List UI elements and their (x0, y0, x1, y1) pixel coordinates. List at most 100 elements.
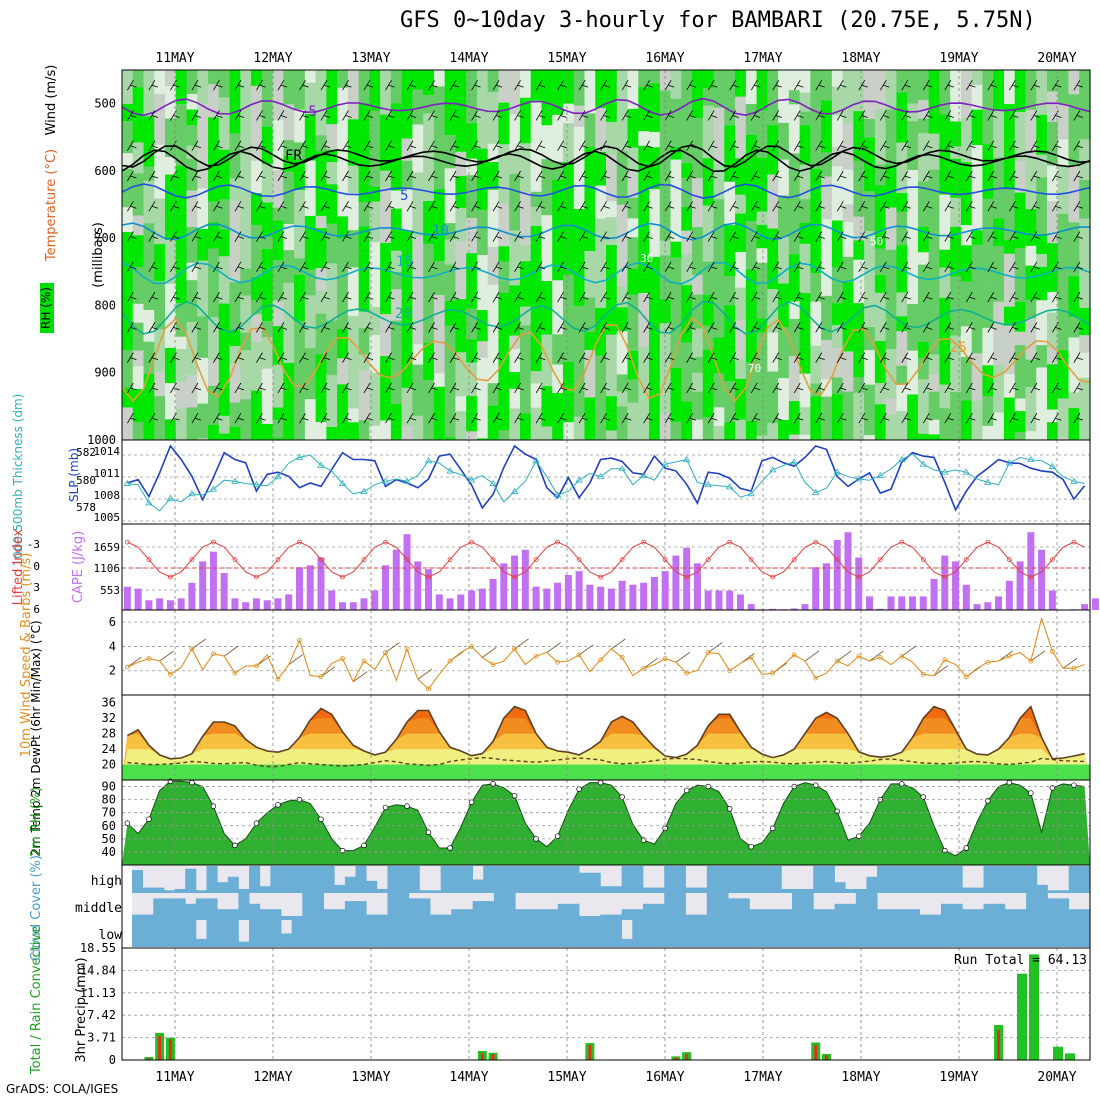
rh-cell (347, 193, 360, 231)
wind-barb (815, 170, 825, 182)
rh-cell (541, 334, 553, 387)
rh-cell (175, 128, 188, 144)
wind-barb (729, 382, 739, 394)
cloud-bar-middle (217, 909, 229, 920)
wind-barb (148, 170, 159, 182)
wind-barb (729, 231, 739, 242)
rh-cell (993, 364, 1005, 413)
rh-cell (240, 332, 252, 351)
wind-barb (600, 322, 610, 333)
rh-cell (584, 182, 596, 235)
isotherm-label: 25 (950, 340, 967, 356)
date-label-top: 15MAY (547, 51, 586, 66)
rh-cell (896, 193, 908, 212)
rh-cell (756, 70, 768, 111)
rh-legend-swatch (40, 283, 54, 333)
rh-cell (788, 167, 801, 214)
cape-bar (414, 561, 422, 610)
rh-cell (132, 366, 145, 389)
rh-cell (670, 159, 682, 192)
rh-cell (960, 162, 973, 187)
rh-cell (229, 402, 241, 428)
rh-cell (692, 275, 704, 295)
wind-barb (901, 412, 911, 424)
rh-cell (584, 70, 596, 114)
rh-cell (122, 207, 134, 233)
cloud-bar-middle (696, 914, 708, 920)
wind-speed-marker (770, 670, 776, 676)
rh-cell (917, 357, 930, 380)
rh-cell (788, 356, 801, 402)
rh-cell (960, 186, 973, 226)
rh-cell (670, 191, 682, 242)
rh-cell (530, 407, 543, 440)
cloud-bar-middle (227, 909, 239, 920)
rh-cell (186, 227, 198, 263)
rh-cell (616, 109, 629, 152)
wind-barb (987, 110, 997, 121)
wind-barb (492, 352, 503, 363)
wind-barb (406, 170, 417, 182)
rh-cell (326, 263, 338, 277)
cloud-bar-high (557, 866, 569, 893)
cloud-bar-high (802, 888, 814, 893)
rh-cell (864, 306, 876, 328)
wind-barb (320, 382, 331, 394)
wind-barb (578, 261, 589, 273)
wind-barb (417, 668, 433, 680)
thickness-marker (833, 468, 841, 475)
wind-barb (600, 412, 610, 424)
rh-cell (821, 340, 833, 380)
rh-cell (692, 419, 704, 440)
rh-cell (971, 145, 984, 202)
cloud-bar-low (1036, 920, 1048, 947)
wind-barb (664, 382, 675, 394)
rh-cell (466, 197, 478, 219)
rh-cell (380, 437, 392, 440)
rh-cell (756, 211, 768, 225)
rh-cell (261, 202, 274, 237)
rh-cell (713, 284, 725, 303)
rh-cell (616, 331, 629, 375)
cloud-bar-middle (259, 909, 271, 920)
wind-barb (729, 291, 739, 303)
wind-barb (148, 382, 159, 394)
wind-barb (535, 291, 546, 303)
rh-cell (380, 420, 392, 438)
cloud-bar-high (132, 870, 144, 893)
cloud-bar-low (791, 920, 803, 947)
rh-cell (928, 70, 941, 88)
rh-cell (1068, 276, 1080, 318)
rh-cell (1057, 438, 1070, 440)
rh-cell (251, 276, 263, 301)
wind-barb (643, 657, 658, 669)
wind-barb (256, 110, 266, 121)
wind-barb (471, 322, 481, 333)
rh-cell (853, 377, 865, 393)
wind-barb (535, 412, 546, 424)
rh-cell (821, 295, 833, 341)
rh-cell (971, 400, 984, 440)
rh-cell (541, 159, 553, 216)
wind-barb (750, 231, 761, 242)
wind-barb (159, 650, 174, 662)
li-marker (662, 557, 668, 562)
rh-cell (122, 273, 134, 309)
rh-cell (541, 281, 553, 300)
wind-barb (901, 291, 911, 303)
li-marker (211, 539, 216, 545)
rh-cell (218, 165, 231, 200)
cloud-bar-middle (813, 909, 825, 920)
wind-speed-line (127, 616, 1085, 690)
wind-barb (858, 291, 868, 303)
rh-cell (606, 154, 618, 202)
wind-speed-marker (383, 650, 388, 655)
rh-cell (294, 274, 306, 321)
rh-marker (769, 825, 776, 832)
tick-label: 7.42 (87, 1008, 116, 1022)
rh-cell (670, 257, 682, 315)
wind-barb (879, 170, 890, 182)
rh-cell (304, 295, 317, 349)
wind-barb (406, 322, 417, 333)
cloud-bar-low (163, 920, 175, 947)
